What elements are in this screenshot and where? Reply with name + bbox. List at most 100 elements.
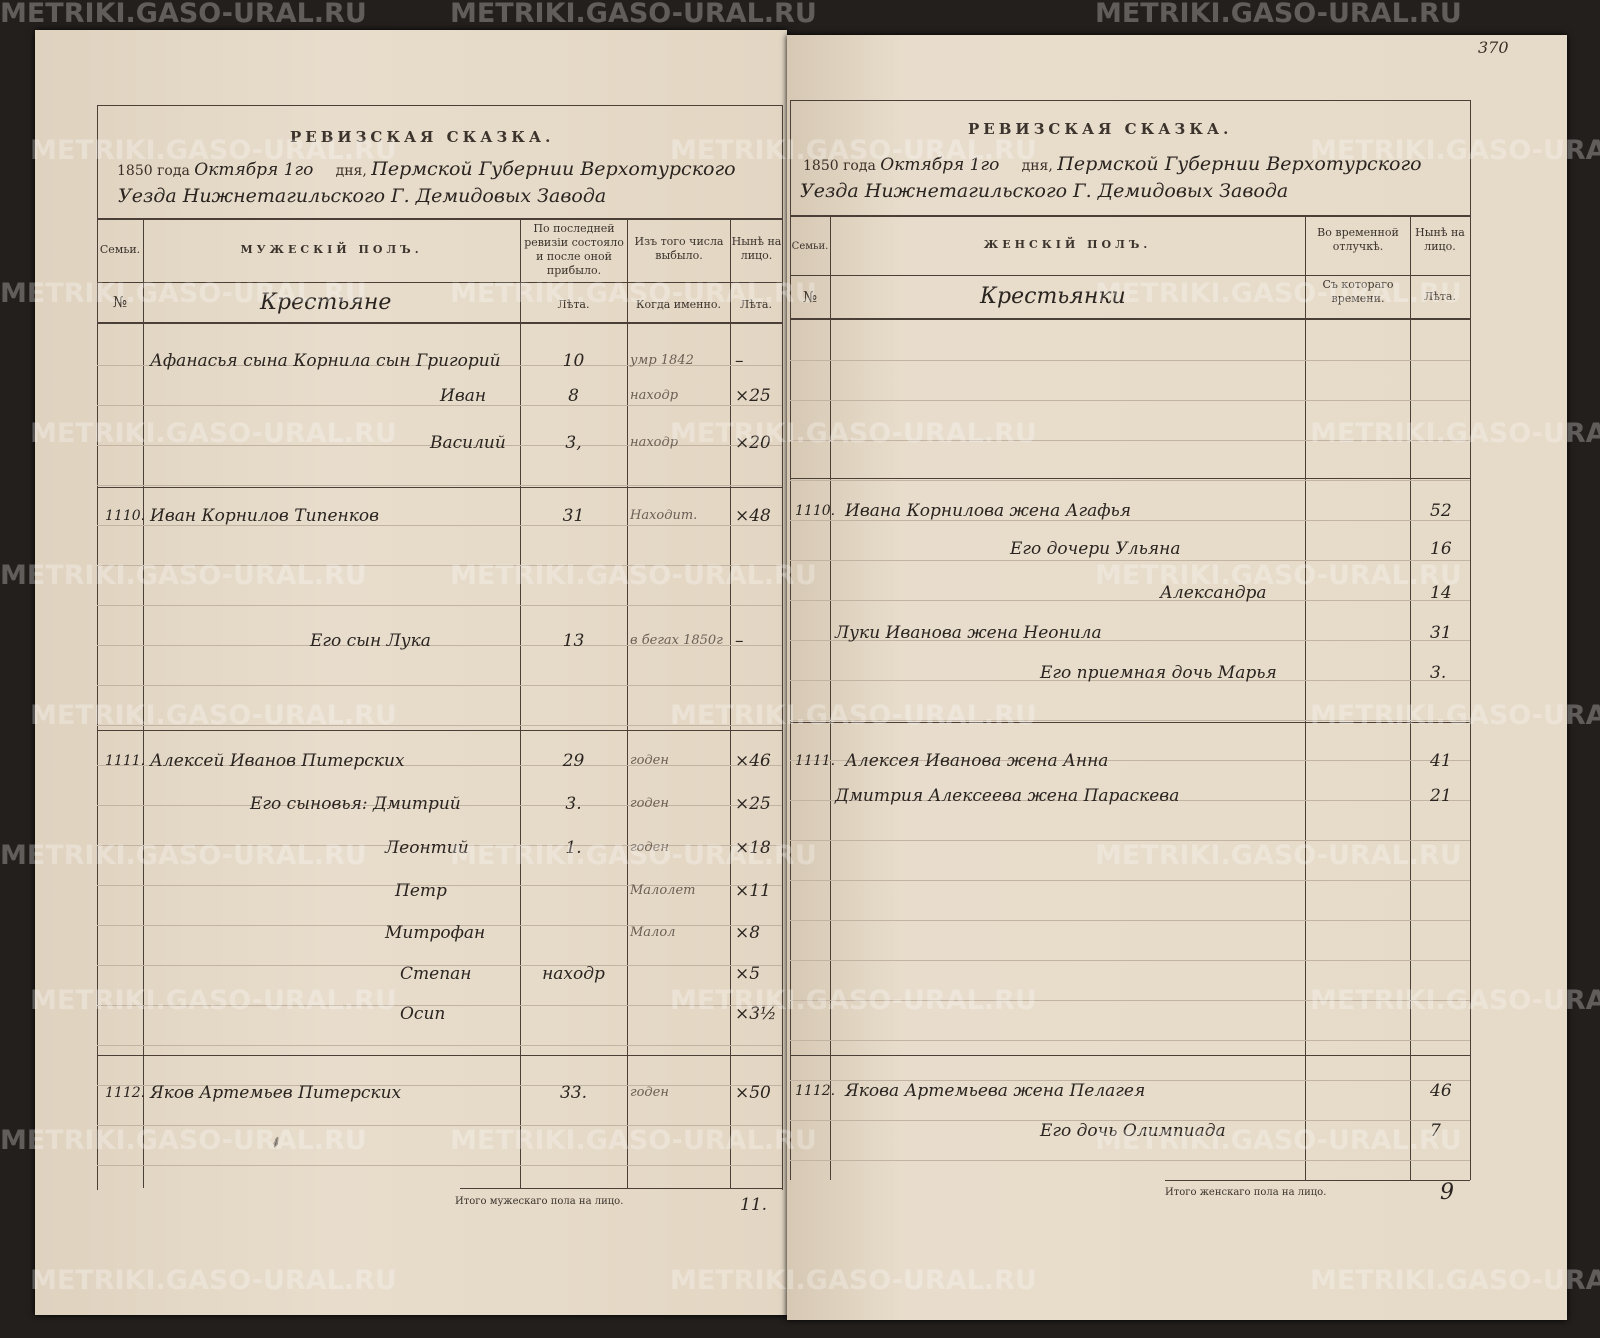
age: 3, (565, 433, 582, 453)
watermark: METRIKI.GASO-URAL.RU (0, 840, 367, 871)
col-years: Лѣта. (1424, 290, 1456, 303)
male-total: 11. (740, 1195, 768, 1215)
watermark: METRIKI.GASO-URAL.RU (670, 985, 1037, 1016)
col-when: Когда именно. (636, 298, 721, 311)
watermark: METRIKI.GASO-URAL.RU (670, 135, 1037, 166)
age: 13 (562, 631, 585, 651)
watermark: METRIKI.GASO-URAL.RU (670, 418, 1037, 449)
ruled-line (790, 680, 1470, 681)
col-years: Лѣта. (557, 298, 590, 311)
ruled-line (97, 1125, 782, 1126)
female-total-label: Итого женскаго пола на лицо. (1165, 1187, 1327, 1198)
ruled-line (97, 725, 782, 726)
col-absence: Во временной отлучкѣ. (1317, 226, 1399, 253)
left-place2: Уезда Нижнетагильского Г. Демидовых Заво… (118, 185, 607, 207)
right-title: РЕВИЗСКАЯ СКАЗКА. (968, 120, 1233, 138)
right-place2: Уезда Нижнетагильского Г. Демидовых Заво… (800, 180, 1289, 202)
family-number: 1110. (795, 503, 836, 519)
when: годен (630, 840, 669, 855)
when: годен (630, 796, 669, 811)
col-since: Съ котораго времени. (1322, 278, 1394, 305)
person-name: Афанасья сына Корнила сын Григорий (150, 351, 501, 371)
watermark: METRIKI.GASO-URAL.RU (450, 840, 817, 871)
age: 33. (559, 1083, 588, 1103)
now-age: ×11 (735, 881, 771, 901)
ruled-line (790, 400, 1470, 401)
watermark: METRIKI.GASO-URAL.RU (1310, 1265, 1600, 1296)
ruled-line (790, 1120, 1470, 1121)
now-age: ×20 (735, 433, 771, 453)
family-number: 1112. (795, 1083, 836, 1099)
watermark: METRIKI.GASO-URAL.RU (1310, 985, 1600, 1016)
female-total: 9 (1440, 1180, 1454, 1205)
ruled-line (97, 885, 782, 886)
ruled-line (790, 440, 1470, 441)
ruled-line (97, 605, 782, 606)
watermark: METRIKI.GASO-URAL.RU (1310, 700, 1600, 731)
person-name: Ивана Корнилова жена Агафья (845, 501, 1132, 521)
person-name: Его дочери Ульяна (1010, 539, 1181, 559)
ruled-line (97, 565, 782, 566)
now-age: ×18 (735, 838, 771, 858)
right-year: 1850 года Октября 1го дня, Пермской Губе… (803, 153, 1422, 175)
person-name: Митрофан (385, 923, 486, 943)
person-name: Петр (395, 881, 447, 901)
ruled-line (790, 1000, 1470, 1001)
ruled-line (97, 485, 782, 486)
age: 29 (562, 751, 585, 771)
person-name: Яков Артемьев Питерских (150, 1083, 402, 1103)
person-name: Луки Иванова жена Неонила (835, 623, 1102, 643)
ruled-line (790, 1160, 1470, 1161)
person-name: Его приемная дочь Марья (1040, 663, 1277, 683)
age: 1. (565, 838, 582, 858)
male-total-label: Итого мужескаго пола на лицо. (455, 1196, 624, 1207)
age: 3. (1430, 663, 1447, 683)
col-no: № (112, 293, 128, 311)
watermark: METRIKI.GASO-URAL.RU (1095, 560, 1462, 591)
ruled-line (97, 405, 782, 406)
col-male: МУЖЕСКІЙ ПОЛЪ. (240, 243, 423, 256)
ruled-line (97, 965, 782, 966)
watermark: METRIKI.GASO-URAL.RU (0, 0, 367, 29)
ruled-line (790, 480, 1470, 481)
watermark: METRIKI.GASO-URAL.RU (1310, 418, 1600, 449)
ruled-line (790, 920, 1470, 921)
person-name: Иван Корнилов Типенков (150, 506, 380, 526)
ruled-line (97, 925, 782, 926)
watermark: METRIKI.GASO-URAL.RU (1095, 0, 1462, 29)
ruled-line (790, 840, 1470, 841)
now-age: ×5 (735, 964, 761, 984)
age: 31 (562, 506, 585, 526)
watermark: METRIKI.GASO-URAL.RU (1095, 278, 1462, 309)
date: Октября 1го (194, 160, 314, 180)
watermark: METRIKI.GASO-URAL.RU (1310, 135, 1600, 166)
person-name: Александра (1160, 583, 1267, 603)
watermark: METRIKI.GASO-URAL.RU (30, 418, 397, 449)
person-name: Осип (400, 1004, 446, 1024)
now-age: ×46 (735, 751, 771, 771)
watermark: METRIKI.GASO-URAL.RU (1095, 1125, 1462, 1156)
ruled-line (790, 560, 1470, 561)
person-name: Его сын Лука (310, 631, 431, 651)
ruled-line (790, 960, 1470, 961)
ruled-line (790, 800, 1470, 801)
right-page (787, 35, 1567, 1320)
when: в бегах 1850г (630, 633, 723, 648)
col-years2: Лѣта. (740, 298, 772, 311)
when: умр 1842 (630, 353, 694, 368)
watermark: METRIKI.GASO-URAL.RU (0, 560, 367, 591)
date: Октября 1го (880, 155, 1000, 175)
when: годен (630, 753, 669, 768)
ruled-line (790, 520, 1470, 521)
age: 41 (1430, 751, 1452, 771)
left-year: 1850 года Октября 1го дня, Пермской Губе… (117, 158, 736, 180)
ruled-line (97, 445, 782, 446)
ruled-line (97, 765, 782, 766)
col-no: № (802, 288, 818, 306)
ruled-line (790, 640, 1470, 641)
watermark: METRIKI.GASO-URAL.RU (450, 0, 817, 29)
ruled-line (790, 880, 1470, 881)
person-name: Иван (440, 386, 487, 406)
person-name: Его дочь Олимпиада (1040, 1121, 1226, 1141)
page-number: 370 (1478, 38, 1509, 57)
